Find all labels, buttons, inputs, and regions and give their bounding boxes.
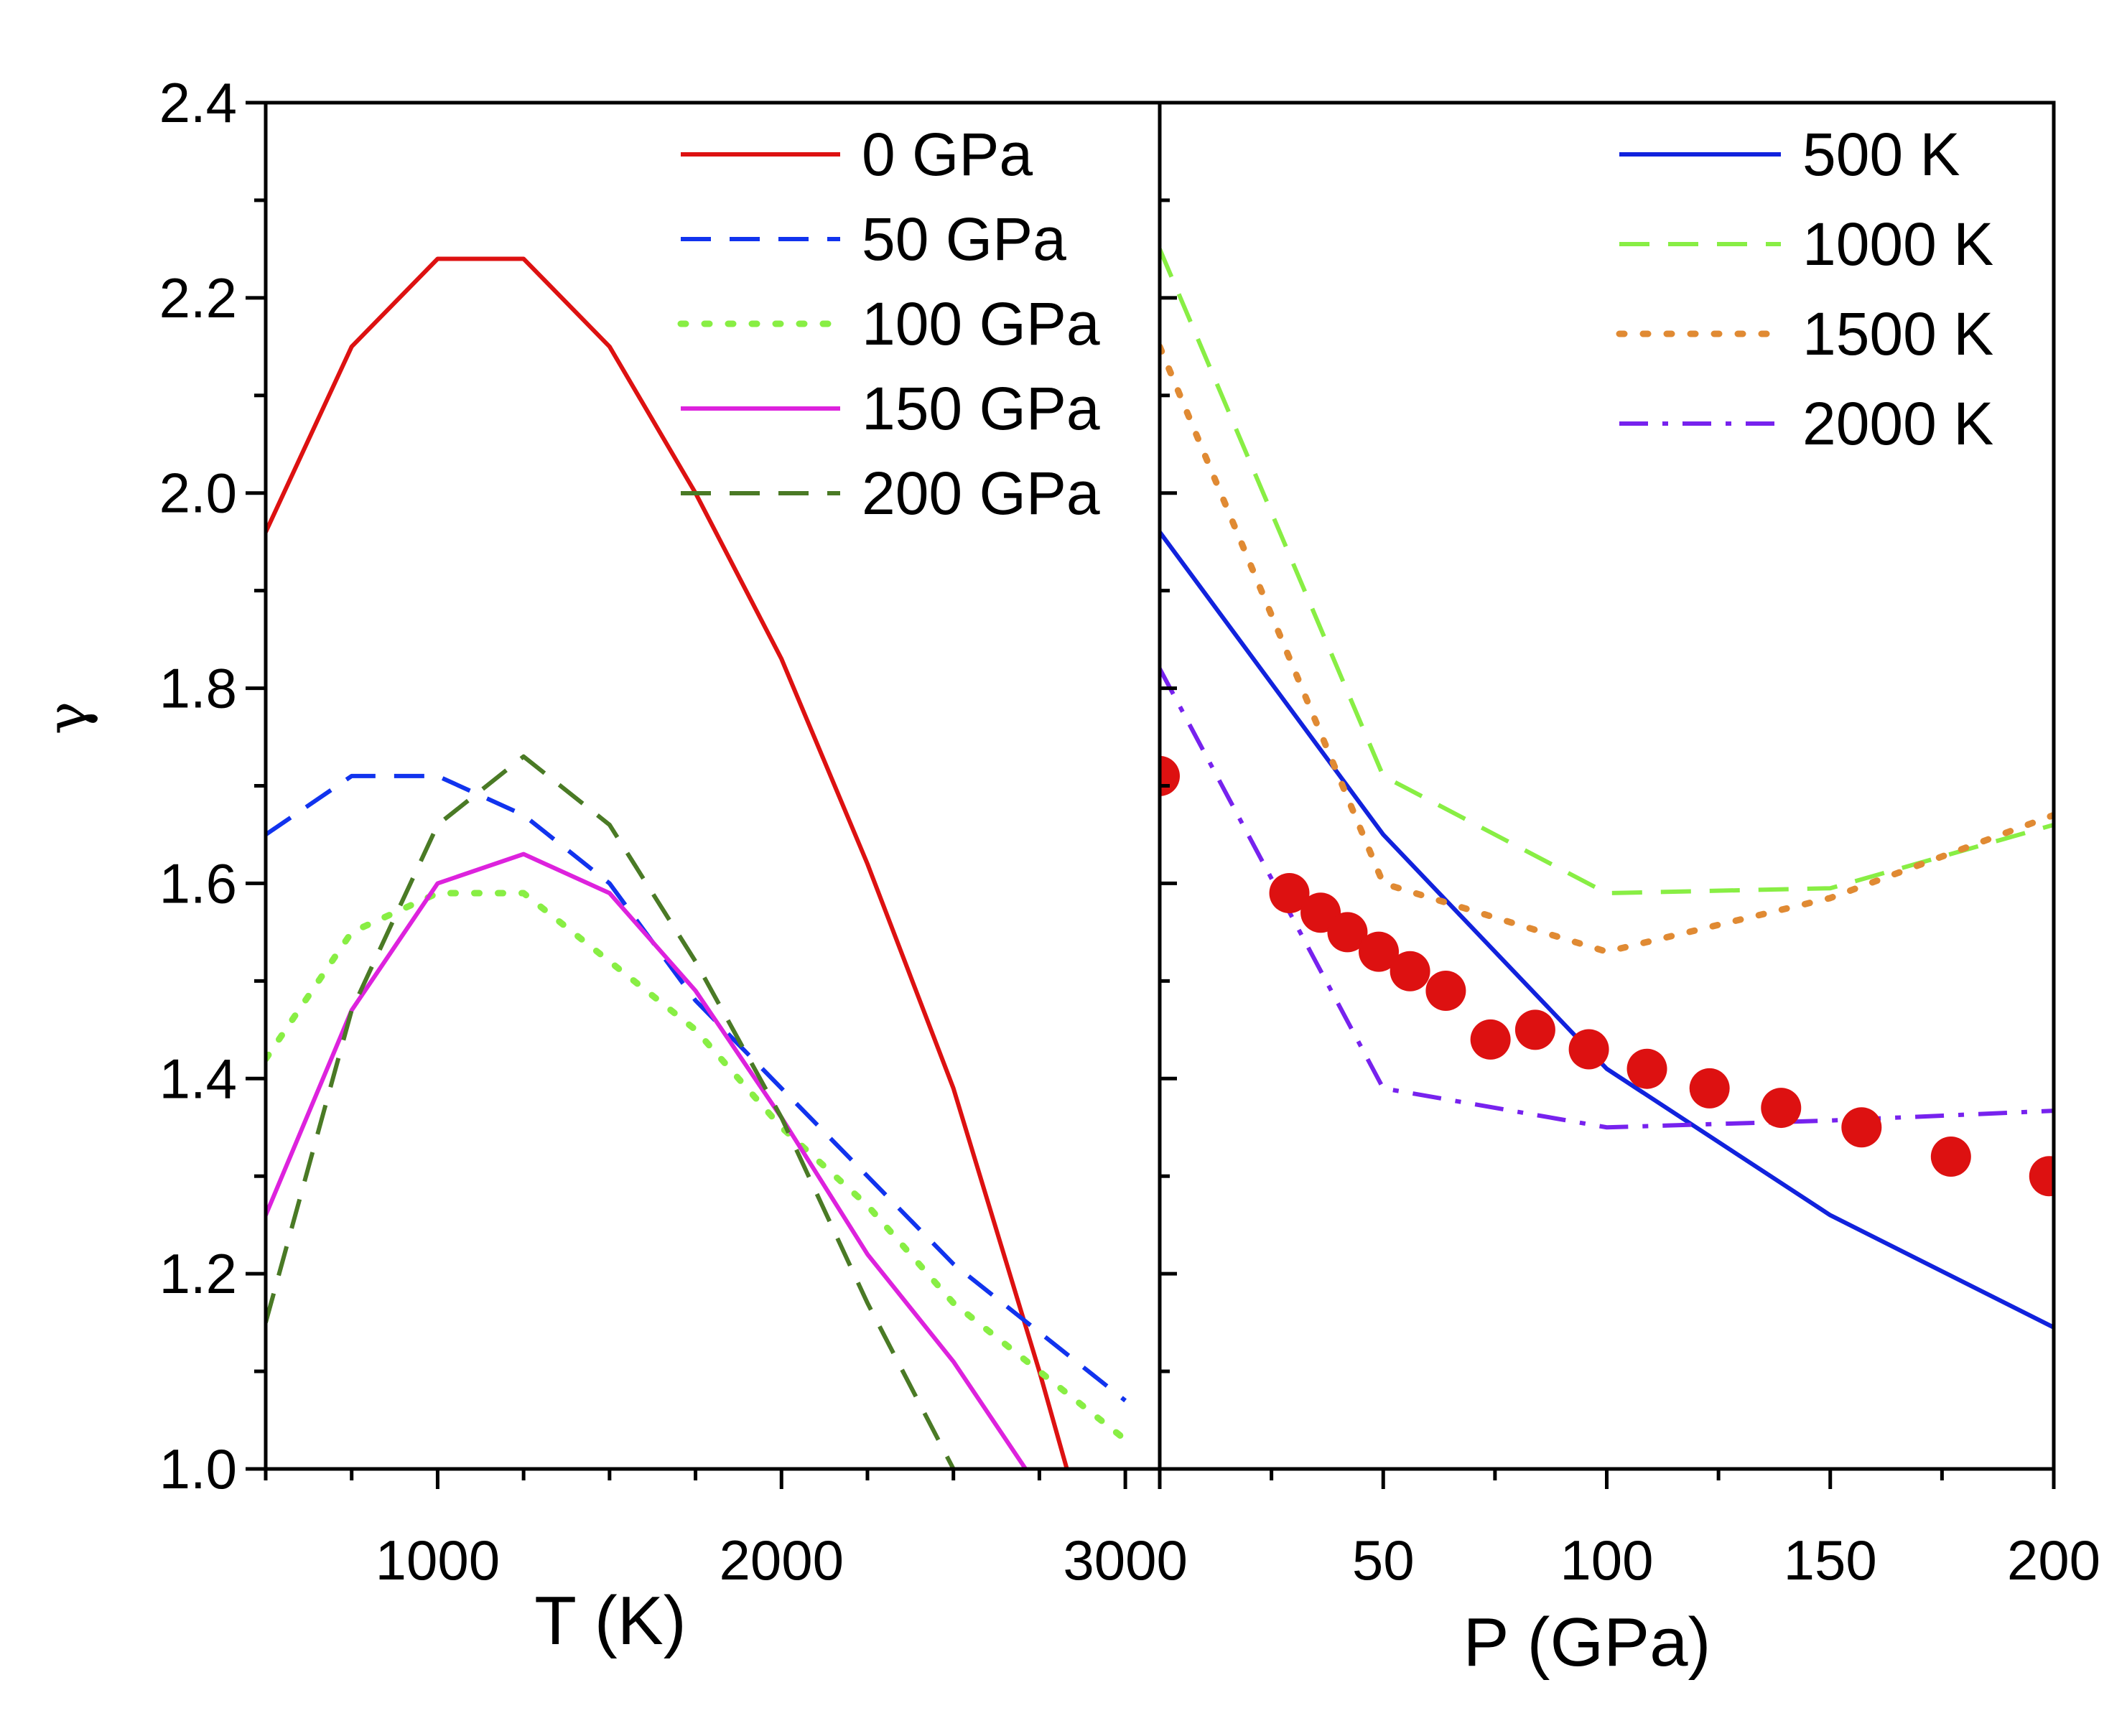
- y-tick-label: 2.2: [159, 266, 237, 330]
- series-line-100-gpa: [266, 890, 1129, 1443]
- scatter-point: [1425, 970, 1466, 1011]
- series-line-2000-k: [1160, 667, 2054, 1130]
- y-tick-label: 1.8: [159, 657, 237, 720]
- y-tick-label: 2.4: [159, 71, 237, 134]
- legend-label-1000-k: 1000 K: [1802, 210, 1993, 278]
- y-tick-label: 1.0: [159, 1437, 237, 1501]
- scatter-point: [1568, 1029, 1609, 1070]
- legend-right: 500 K 1000 K 1500 K 2000 K: [1616, 121, 1993, 457]
- legend-label-200-gpa: 200 GPa: [862, 459, 1100, 527]
- series-line-50-gpa: [266, 773, 1127, 1403]
- tick-labels: 1.0 1.2 1.4 1.6 1.8 2.0 2.2 2.4 1000 2000 3000 50 10…: [159, 71, 2101, 1592]
- x-tick-label-right: 200: [2007, 1529, 2100, 1592]
- scatter-point: [1689, 1068, 1730, 1109]
- right-plot-area: [1160, 248, 2054, 1330]
- scatter-point: [1327, 912, 1368, 953]
- x-tick-label-left: 3000: [1063, 1529, 1188, 1592]
- x-axis-label-right: P (GPa): [1463, 1604, 1711, 1681]
- x-tick-label-right: 100: [1560, 1529, 1653, 1592]
- scatter-point: [2029, 1156, 2054, 1197]
- axis-ticks: [246, 101, 2056, 1489]
- scatter-point: [1930, 1137, 1971, 1177]
- legend-label-1500-k: 1500 K: [1802, 300, 1993, 368]
- y-tick-label: 2.0: [159, 462, 237, 525]
- x-tick-label-right: 150: [1784, 1529, 1877, 1592]
- scatter-point: [1841, 1107, 1882, 1148]
- y-tick-label: 1.6: [159, 851, 237, 915]
- y-axis-label: γ: [35, 701, 100, 735]
- legend-label-150-gpa: 150 GPa: [862, 375, 1100, 442]
- scatter-point: [1761, 1088, 1802, 1129]
- legend-label-2000-k: 2000 K: [1802, 390, 1993, 457]
- scatter-point: [1626, 1048, 1667, 1089]
- scatter-point: [1269, 873, 1310, 914]
- y-tick-label: 1.2: [159, 1242, 237, 1305]
- legend-label-100-gpa: 100 GPa: [862, 290, 1100, 358]
- series-line-500-k: [1160, 531, 2054, 1330]
- x-tick-label-left: 2000: [720, 1529, 844, 1592]
- x-tick-label-left: 1000: [376, 1529, 501, 1592]
- legend-label-0-gpa: 0 GPa: [862, 121, 1033, 188]
- series-line-200-gpa: [266, 754, 956, 1469]
- scatter-point: [1470, 1019, 1511, 1060]
- scatter-point: [1390, 951, 1430, 991]
- scatter-point: [1359, 931, 1400, 972]
- scatter-point: [1514, 1009, 1555, 1050]
- x-tick-label-right: 50: [1352, 1529, 1415, 1592]
- legend-label-500-k: 500 K: [1802, 121, 1960, 188]
- legend-label-50-gpa: 50 GPa: [862, 205, 1066, 273]
- series-line-150-gpa: [266, 851, 1028, 1469]
- series-line-1000-k: [1160, 248, 2054, 896]
- x-axis-label-left: T (K): [534, 1582, 686, 1659]
- legend-left: 0 GPa 50 GPa 100 GPa 150 GPa 200 GPa: [677, 121, 1100, 527]
- y-tick-label: 1.4: [159, 1047, 237, 1110]
